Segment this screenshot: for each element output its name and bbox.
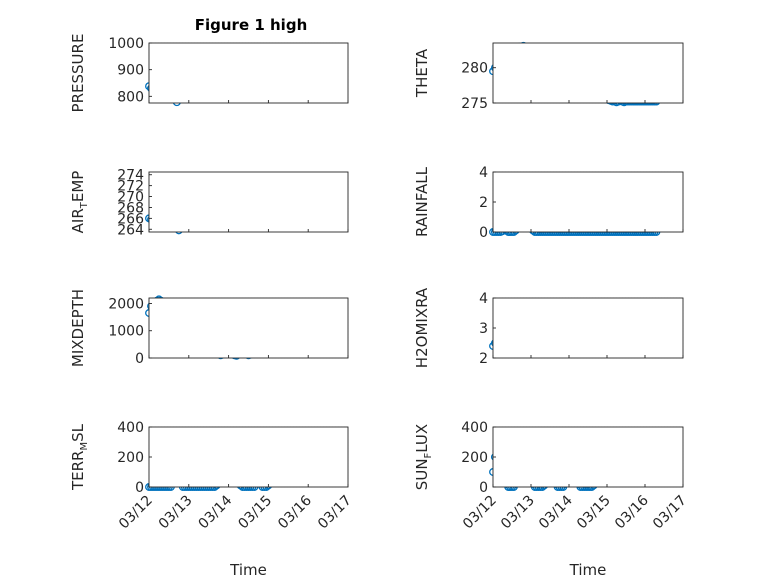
y-tick-label: 2: [479, 351, 488, 367]
y-axis-label-subscript: T: [79, 201, 90, 209]
x-tick-label: 03/15: [235, 493, 275, 533]
y-axis-label-main: RAINFALL: [413, 166, 431, 237]
y-axis-label-rest: LUX: [413, 424, 431, 453]
y-axis-label: MIXDEPTH: [69, 289, 87, 367]
x-tick-label: 03/17: [650, 493, 690, 533]
x-tick-label: 03/17: [315, 493, 355, 533]
subplot-rainfall: 0 2 4 RAINFALL: [413, 165, 684, 241]
y-tick-label: 0: [135, 480, 144, 496]
y-tick-label: 1000: [108, 36, 144, 52]
x-tick-label: 03/13: [498, 493, 538, 533]
x-tick-label: 03/16: [612, 492, 652, 532]
x-tick-label: 03/13: [156, 493, 196, 533]
y-axis-label: THETA: [413, 48, 431, 98]
y-tick-label: 0: [135, 351, 144, 367]
y-axis-label-main: TERR: [69, 451, 87, 492]
y-tick-label: 264: [117, 222, 144, 238]
y-tick-label: 0: [479, 480, 488, 496]
x-axis-label: Time: [229, 561, 267, 579]
y-axis-label: PRESSURE: [69, 34, 87, 113]
axes-frame: [148, 171, 349, 233]
y-tick-label: 275: [461, 96, 488, 112]
axes-frame: [148, 42, 349, 104]
x-tick-label: 03/14: [536, 492, 576, 532]
y-tick-label: 900: [117, 63, 144, 79]
y-tick-label: 800: [117, 89, 144, 105]
axes-frame: [148, 297, 349, 359]
y-axis-label-rest: SL: [69, 423, 87, 442]
subplot-h2omixra: 2 3 4 H2OMIXRA: [413, 287, 684, 368]
x-tick-label: 03/14: [196, 492, 236, 532]
y-tick-label: 272: [117, 179, 144, 195]
x-tick-label: 03/12: [116, 493, 156, 533]
y-axis-label: AIRTEMP: [69, 171, 90, 234]
y-tick-label: 0: [479, 225, 488, 241]
axes-frame: [492, 42, 684, 104]
axes-frame: [492, 171, 684, 233]
y-axis-label: H2OMIXRA: [413, 287, 431, 368]
x-tick-label: 03/16: [275, 492, 315, 532]
axes-frame: [492, 297, 684, 359]
subplot-theta: 275 280 THETA: [413, 41, 684, 112]
axes-frame: [148, 426, 349, 488]
y-tick-label: 400: [461, 420, 488, 436]
y-axis-label: SUNFLUX: [413, 424, 434, 490]
figure-title: Figure 1 high: [195, 16, 308, 34]
y-axis-label-main: PRESSURE: [69, 34, 87, 113]
y-tick-label: 4: [479, 291, 488, 307]
y-tick-label: 2000: [108, 296, 144, 312]
y-tick-label: 274: [117, 168, 144, 184]
y-tick-label: 200: [461, 450, 488, 466]
y-tick-label: 4: [479, 165, 488, 181]
subplot-mixdepth: 0 1000 2000 MIXDEPTH: [69, 289, 349, 367]
y-axis-label-main: SUN: [413, 458, 431, 490]
y-axis-label-rest: EMP: [69, 171, 87, 202]
y-axis-label-main: THETA: [413, 48, 431, 98]
y-axis-label: RAINFALL: [413, 166, 431, 237]
x-tick-label: 03/15: [574, 493, 614, 533]
y-tick-label: 200: [117, 450, 144, 466]
y-tick-label: 1000: [108, 324, 144, 340]
y-axis-label: TERRMSL: [69, 423, 90, 491]
y-axis-label-main: AIR: [69, 208, 87, 233]
axes-frame: [492, 426, 684, 488]
y-tick-label: 280: [461, 61, 488, 77]
x-tick-label: 03/12: [460, 493, 500, 533]
y-tick-label: 270: [117, 190, 144, 206]
y-tick-label: 268: [117, 200, 144, 216]
subplot-pressure: 800 900 1000 PRESSURE: [69, 34, 349, 113]
y-tick-label: 400: [117, 420, 144, 436]
y-axis-label-subscript: F: [423, 452, 434, 458]
y-axis-label-main: H2OMIXRA: [413, 287, 431, 368]
y-tick-label: 3: [479, 321, 488, 337]
x-axis-label: Time: [569, 561, 607, 579]
y-tick-label: 2: [479, 195, 488, 211]
y-axis-label-main: MIXDEPTH: [69, 289, 87, 367]
subplot-terr_msl: 0 200 400 03/12 03/13 03/14 03/15 03/16 03/17 Tim…: [69, 420, 355, 579]
y-tick-label: 266: [117, 211, 144, 227]
y-axis-label-subscript: M: [79, 442, 90, 451]
